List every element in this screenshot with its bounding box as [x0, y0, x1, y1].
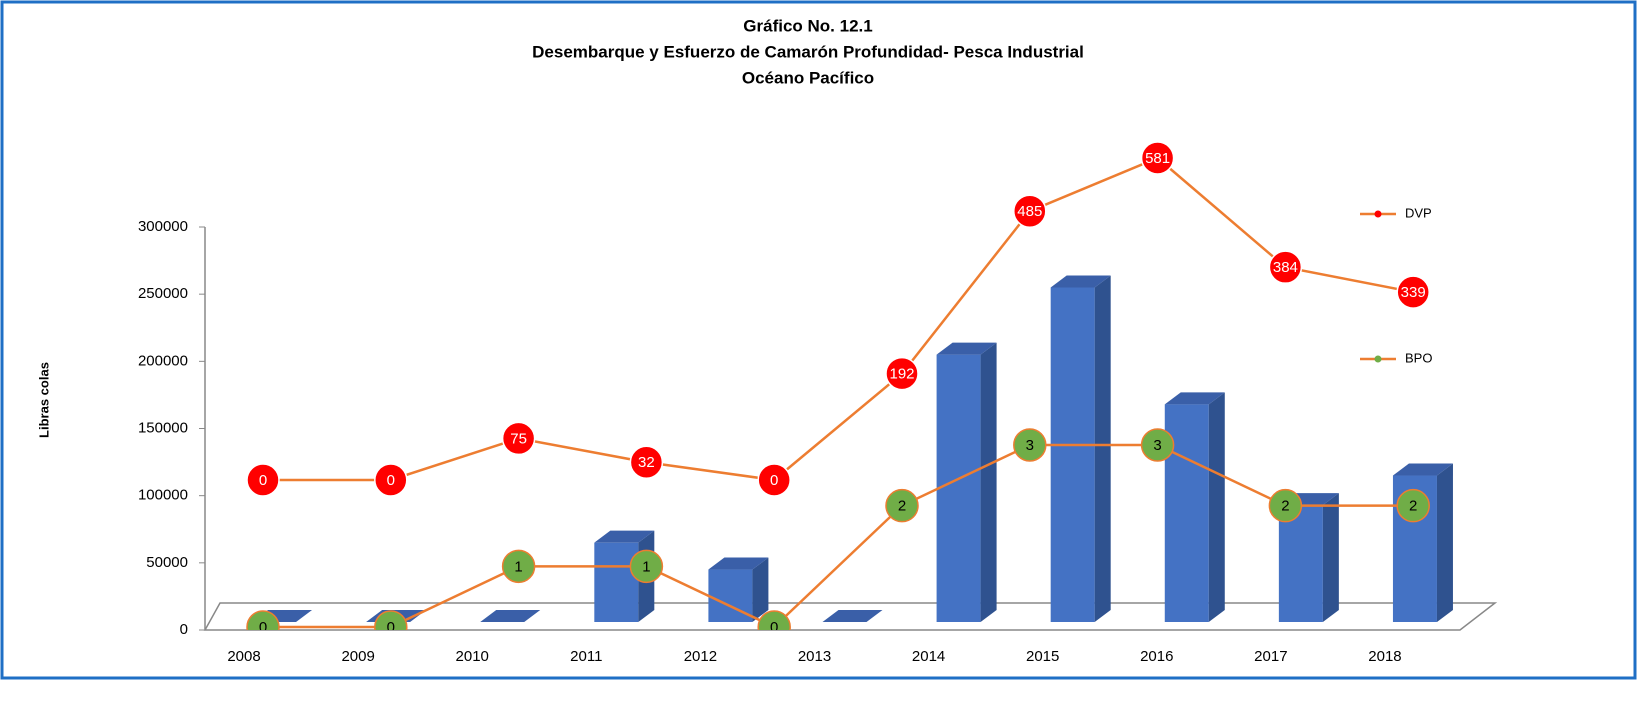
line	[263, 156, 1414, 482]
data-label: 0	[259, 472, 267, 489]
bar-top	[822, 610, 883, 622]
bar	[1392, 463, 1453, 622]
point	[246, 463, 280, 497]
bar-top	[480, 610, 541, 622]
frame	[0, 0, 1637, 680]
data-label: 2	[1281, 498, 1289, 515]
x-tick-label: 2011	[570, 648, 602, 665]
data-label: 3	[1153, 437, 1161, 454]
bar-front	[936, 354, 981, 622]
y-tick-label: 100000	[138, 487, 188, 504]
data-label: 2	[1409, 498, 1417, 515]
data-label: 485	[1017, 203, 1042, 220]
bar-side	[752, 557, 769, 622]
data-label: 32	[638, 454, 655, 471]
x-tick-label: 2016	[1140, 648, 1173, 665]
bar	[1164, 392, 1225, 622]
legend-label: DVP	[1405, 205, 1432, 220]
chart-title: Océano Pacífico	[742, 68, 874, 87]
bar-side	[1094, 275, 1111, 622]
x-tick-label: 2015	[1026, 648, 1059, 665]
y-tick-label: 0	[180, 621, 188, 638]
bar-top	[594, 530, 655, 543]
data-label: 0	[387, 472, 395, 489]
data-label: 0	[387, 619, 395, 636]
bar	[708, 557, 769, 622]
y-tick-label: 300000	[138, 218, 188, 235]
chart-title: Gráfico No. 12.1	[743, 16, 872, 35]
chart-title: Desembarque y Esfuerzo de Camarón Profun…	[532, 42, 1084, 61]
y-tick-label: 200000	[138, 352, 188, 369]
data-label: 384	[1273, 259, 1298, 276]
bar-top	[1392, 463, 1453, 476]
legend-label: BPO	[1405, 350, 1432, 365]
y-tick-label: 150000	[138, 419, 188, 436]
bar-side	[1436, 463, 1453, 622]
data-label: 0	[770, 472, 778, 489]
bar-side	[1322, 493, 1339, 622]
data-label: 0	[770, 619, 778, 636]
point	[501, 549, 536, 584]
legend-marker	[1374, 355, 1382, 363]
bar	[936, 342, 997, 622]
point	[1396, 275, 1430, 309]
bar-front	[594, 542, 639, 622]
data-label: 581	[1145, 150, 1170, 167]
point	[1140, 141, 1175, 175]
data-label: 1	[514, 558, 522, 575]
line	[263, 443, 1414, 629]
bar-side	[980, 342, 997, 622]
x-tick-label: 2009	[341, 648, 374, 665]
point	[1396, 488, 1430, 523]
bar	[480, 610, 541, 622]
data-label: 192	[889, 366, 914, 383]
point	[757, 610, 791, 630]
data-label: 3	[1026, 437, 1034, 454]
bar-front	[1050, 287, 1095, 622]
y-tick-label: 250000	[138, 285, 188, 302]
point	[629, 549, 664, 584]
data-label: 2	[898, 498, 906, 515]
point	[374, 610, 408, 630]
bar-top	[1050, 275, 1111, 288]
point	[757, 463, 791, 497]
point	[501, 421, 536, 456]
point	[1268, 488, 1303, 523]
x-tick-label: 2012	[684, 648, 717, 665]
point	[374, 463, 408, 497]
x-tick-label: 2017	[1254, 648, 1287, 665]
point	[1140, 428, 1175, 462]
point	[1013, 194, 1047, 228]
x-tick-label: 2018	[1368, 648, 1401, 665]
bar-front	[1278, 505, 1323, 622]
point	[629, 445, 664, 480]
bar	[1278, 493, 1339, 622]
point	[1268, 250, 1303, 284]
point	[885, 356, 919, 391]
bar-top	[1164, 392, 1225, 405]
point	[885, 488, 919, 523]
legend-marker	[1374, 210, 1382, 218]
data-label: 0	[259, 619, 267, 636]
bar-top	[708, 557, 769, 570]
x-tick-label: 2010	[456, 648, 489, 665]
floor	[203, 602, 1498, 631]
point	[246, 610, 280, 630]
x-tick-label: 2013	[798, 648, 831, 665]
data-label: 339	[1401, 284, 1426, 301]
x-tick-label: 2014	[912, 648, 945, 665]
bar-top	[936, 342, 997, 355]
data-label: 75	[510, 430, 527, 447]
point	[1013, 428, 1047, 462]
bar	[822, 610, 883, 622]
bar-side	[1208, 392, 1225, 622]
bar	[1050, 275, 1111, 622]
data-label: 1	[642, 558, 650, 575]
x-tick-label: 2008	[227, 648, 260, 665]
y-axis-label: Libras colas	[36, 362, 51, 438]
y-tick-label: 50000	[146, 554, 188, 571]
